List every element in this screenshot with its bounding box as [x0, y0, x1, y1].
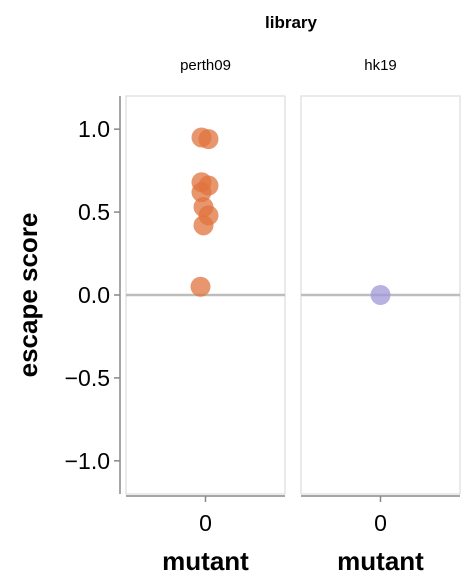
facet-panels: −1.0 −0.5 0.0 0.5 1.0 perth09 0 mutant hk19 0 muta…: [65, 57, 461, 576]
y-tick-label: 1.0: [78, 116, 110, 142]
y-tick-label: −0.5: [65, 365, 110, 391]
data-point: [191, 182, 212, 203]
data-point: [190, 276, 211, 297]
y-axis-title: escape score: [13, 213, 43, 378]
x-tick-label: 0: [199, 510, 212, 536]
data-point: [193, 215, 214, 236]
facet-title: library: [265, 13, 318, 32]
data-point: [370, 285, 391, 305]
x-tick-label: 0: [374, 510, 387, 536]
panel-title: perth09: [180, 57, 231, 74]
panel-title: hk19: [364, 57, 397, 74]
y-tick-label: 0.5: [78, 199, 110, 225]
data-point: [198, 129, 219, 150]
y-tick-label: −1.0: [65, 448, 110, 474]
x-axis-title: mutant: [162, 546, 249, 576]
x-axis-title: mutant: [337, 546, 424, 576]
y-tick-label: 0.0: [78, 282, 110, 308]
